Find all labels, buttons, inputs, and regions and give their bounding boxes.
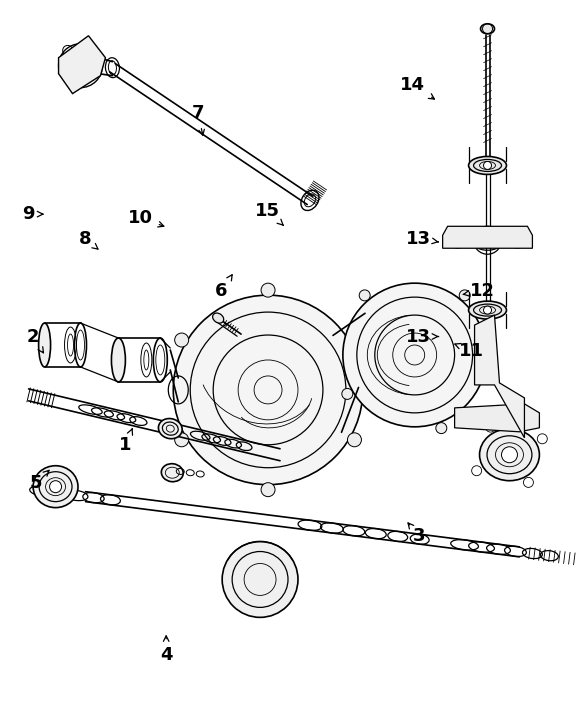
Circle shape: [436, 423, 447, 434]
Text: 2: 2: [26, 327, 44, 353]
Polygon shape: [59, 36, 105, 94]
Circle shape: [359, 290, 370, 301]
Circle shape: [523, 477, 534, 487]
Ellipse shape: [480, 429, 540, 481]
Ellipse shape: [469, 156, 506, 175]
Circle shape: [175, 433, 189, 447]
Circle shape: [343, 283, 487, 427]
Text: 15: 15: [255, 202, 283, 226]
Text: 3: 3: [408, 523, 425, 545]
Circle shape: [467, 411, 481, 425]
Polygon shape: [455, 404, 540, 432]
Circle shape: [450, 232, 466, 248]
Ellipse shape: [481, 24, 495, 34]
Ellipse shape: [33, 465, 78, 508]
Circle shape: [342, 388, 353, 400]
Circle shape: [537, 434, 547, 444]
Text: 13: 13: [406, 327, 438, 346]
Circle shape: [347, 333, 361, 347]
Text: 5: 5: [29, 470, 49, 492]
Text: 4: 4: [160, 636, 172, 664]
Circle shape: [261, 483, 275, 496]
Polygon shape: [443, 226, 533, 248]
Ellipse shape: [161, 463, 183, 482]
Circle shape: [347, 433, 361, 447]
Circle shape: [474, 226, 502, 254]
Ellipse shape: [38, 323, 51, 367]
Polygon shape: [474, 315, 524, 438]
Text: 14: 14: [400, 76, 434, 99]
Circle shape: [484, 306, 492, 314]
Text: 10: 10: [127, 209, 164, 227]
Ellipse shape: [158, 418, 182, 439]
Text: 12: 12: [463, 282, 495, 300]
Text: 9: 9: [22, 205, 43, 223]
Circle shape: [222, 542, 298, 618]
Circle shape: [509, 232, 526, 248]
Text: 7: 7: [192, 104, 204, 135]
Circle shape: [524, 415, 534, 425]
Circle shape: [485, 422, 495, 432]
Circle shape: [459, 290, 470, 301]
Circle shape: [484, 161, 492, 170]
Text: 8: 8: [79, 230, 98, 249]
Circle shape: [502, 447, 517, 463]
Circle shape: [173, 295, 363, 484]
Circle shape: [49, 481, 62, 493]
Circle shape: [499, 411, 509, 421]
Ellipse shape: [111, 338, 125, 382]
Ellipse shape: [212, 313, 223, 323]
Text: 13: 13: [406, 230, 438, 247]
Text: 6: 6: [215, 275, 232, 300]
Text: 1: 1: [119, 429, 133, 454]
Ellipse shape: [469, 301, 506, 319]
Circle shape: [175, 333, 189, 347]
Circle shape: [471, 465, 482, 476]
Circle shape: [261, 283, 275, 297]
Text: 11: 11: [455, 341, 484, 360]
